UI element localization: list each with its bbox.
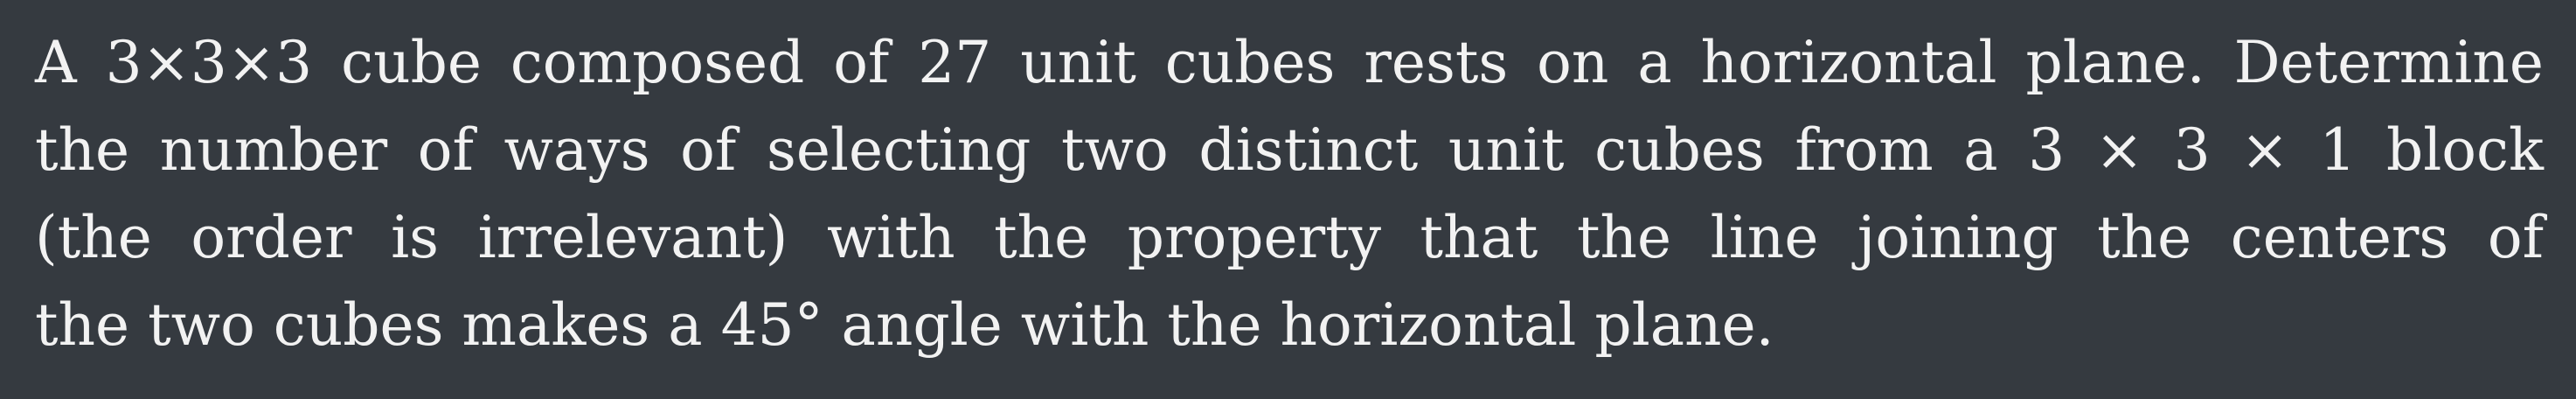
- problem-text: A 3×3×3 cube composed of 27 unit cubes r…: [35, 19, 2544, 369]
- problem-line: A 3×3×3 cube composed of 27 unit cubes r…: [35, 29, 2544, 96]
- problem-line: the number of ways of selecting two dist…: [35, 116, 2544, 184]
- problem-line: (the order is irrelevant) with the prope…: [35, 204, 2544, 271]
- problem-line: the two cubes makes a 45° angle with the…: [35, 291, 1774, 359]
